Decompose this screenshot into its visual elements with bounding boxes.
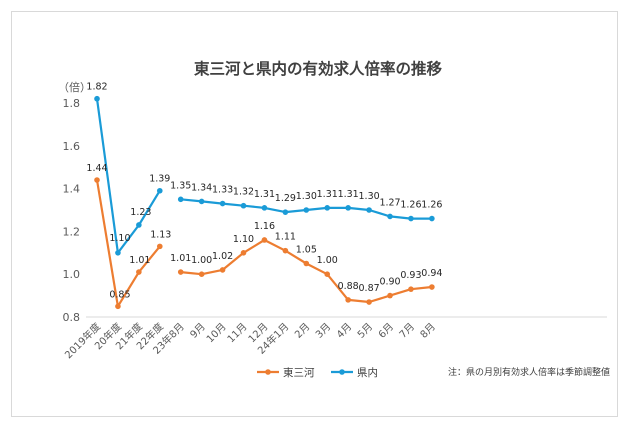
legend-label: 東三河 — [283, 366, 315, 379]
data-point — [324, 271, 331, 278]
data-point — [282, 209, 289, 215]
x-tick-label: 7月 — [397, 321, 417, 341]
legend-swatch-marker — [265, 369, 271, 375]
data-label: 1.31 — [254, 189, 275, 200]
series-line — [95, 179, 161, 308]
data-point — [219, 267, 226, 273]
data-point — [261, 237, 268, 243]
data-label: 1.26 — [400, 200, 421, 211]
data-label: 0.90 — [379, 277, 400, 288]
data-label: 1.30 — [359, 191, 380, 202]
data-point — [94, 177, 100, 183]
data-label: 1.82 — [86, 82, 107, 93]
x-tick-label: 10月 — [204, 321, 229, 346]
data-label: 1.33 — [212, 185, 233, 196]
data-label: 1.10 — [233, 234, 254, 245]
data-label: 1.01 — [129, 255, 150, 266]
data-point — [240, 202, 247, 209]
x-tick-label: 4月 — [334, 321, 354, 341]
data-label: 0.94 — [421, 268, 442, 279]
data-label: 1.31 — [338, 189, 359, 200]
x-tick-label: 8月 — [418, 321, 438, 341]
data-point — [198, 271, 205, 278]
data-point — [282, 247, 289, 254]
series-line — [95, 98, 161, 254]
y-tick-label: 1.6 — [63, 140, 81, 153]
data-point — [429, 215, 435, 222]
y-axis-ticks: 0.8 1.0 1.2 1.4 1.6 1.8 — [63, 97, 81, 324]
data-point — [94, 95, 100, 102]
data-label: 1.32 — [233, 187, 254, 198]
chart-annotation: 注：県の月別有効求人倍率は季節調整値 — [448, 366, 610, 378]
data-label: 1.30 — [296, 191, 317, 202]
data-point — [136, 269, 142, 275]
y-tick-label: 1.4 — [63, 183, 81, 196]
data-label: 1.05 — [296, 245, 317, 256]
data-label: 1.00 — [191, 255, 212, 266]
data-point — [156, 243, 163, 250]
data-label: 1.29 — [275, 193, 296, 204]
data-point — [303, 260, 310, 267]
data-label: 1.23 — [130, 207, 151, 218]
data-point — [156, 187, 163, 194]
data-point — [324, 205, 331, 211]
x-tick-label: 3月 — [313, 321, 333, 341]
data-label: 1.26 — [421, 200, 442, 211]
legend-label: 県内 — [357, 366, 378, 379]
y-tick-label: 1.2 — [63, 225, 81, 238]
data-point — [240, 250, 247, 256]
series-points — [94, 95, 435, 310]
data-label: 1.44 — [86, 163, 107, 174]
data-labels: 1.821.101.231.391.35 1.34 1.33 1.32 1.31 1.29… — [86, 82, 442, 301]
data-label: 0.88 — [338, 281, 359, 292]
data-point — [366, 299, 372, 305]
data-point — [366, 207, 372, 213]
data-point — [408, 286, 414, 292]
y-tick-label: 1.8 — [63, 97, 81, 110]
data-point — [177, 269, 184, 275]
data-label: 1.00 — [317, 255, 338, 266]
data-label: 0.87 — [359, 283, 380, 294]
data-label: 1.34 — [191, 182, 212, 193]
x-tick-label: 6月 — [376, 321, 396, 341]
x-tick-label: 5月 — [355, 321, 375, 341]
data-label: 1.16 — [254, 221, 275, 232]
y-axis-unit: （倍） — [58, 80, 91, 94]
x-tick-label: 2月 — [292, 321, 312, 341]
x-tick-label: 11月 — [225, 321, 250, 346]
data-point — [198, 198, 205, 205]
legend: 東三河 県内 — [257, 366, 378, 379]
data-label: 1.27 — [379, 197, 400, 208]
y-tick-label: 1.0 — [63, 268, 81, 281]
data-label: 0.93 — [400, 270, 421, 281]
data-point — [261, 205, 268, 211]
data-label: 1.35 — [170, 180, 191, 191]
data-point — [177, 196, 184, 203]
data-label: 1.01 — [170, 253, 191, 264]
chart-title: 東三河と県内の有効求人倍率の推移 — [194, 59, 443, 78]
data-point — [429, 284, 435, 290]
legend-swatch-marker — [339, 369, 345, 375]
data-point — [387, 213, 393, 220]
data-point — [345, 297, 351, 303]
data-point — [115, 303, 121, 310]
data-point — [219, 200, 226, 207]
data-point — [345, 205, 351, 211]
data-label: 1.31 — [317, 189, 338, 200]
data-label: 1.13 — [150, 229, 171, 240]
data-point — [303, 207, 310, 213]
data-label: 1.10 — [109, 233, 130, 244]
data-point — [408, 215, 414, 222]
data-label: 1.39 — [149, 174, 170, 185]
data-point — [115, 250, 121, 256]
data-point — [136, 222, 142, 228]
data-point — [387, 292, 393, 299]
data-label: 1.11 — [275, 232, 296, 243]
y-tick-label: 0.8 — [63, 311, 81, 324]
data-label: 1.02 — [212, 251, 233, 262]
data-label: 0.85 — [109, 289, 130, 300]
